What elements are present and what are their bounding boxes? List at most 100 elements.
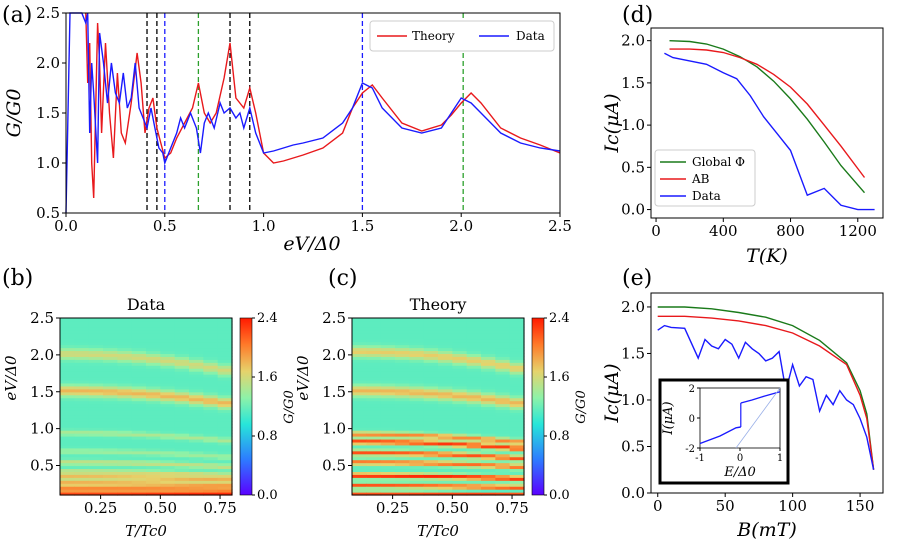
heatmap-cell — [117, 477, 133, 481]
x-tick-label: 0.50 — [436, 499, 469, 517]
heatmap-cell — [117, 368, 133, 372]
heatmap-cell — [103, 471, 118, 475]
heatmap-cell — [217, 391, 233, 396]
heatmap-cell — [380, 371, 396, 375]
heatmap-cell — [217, 397, 233, 402]
heatmap-cell — [131, 388, 147, 393]
heatmap-cell — [74, 430, 90, 434]
heatmap-cell — [409, 397, 425, 402]
heatmap-cell — [380, 465, 396, 470]
heatmap-cell — [88, 424, 104, 428]
heatmap-cell — [217, 329, 233, 334]
heatmap-cell — [60, 347, 75, 352]
heatmap-cell — [380, 379, 396, 384]
heatmap-cell — [103, 462, 118, 467]
heatmap-cell — [131, 403, 147, 408]
heatmap-cell — [380, 356, 396, 360]
heatmap-cell — [423, 489, 439, 493]
heatmap-cell — [146, 359, 161, 363]
heatmap-cell — [466, 326, 482, 331]
heatmap-cell — [146, 374, 161, 378]
heatmap-cell — [146, 379, 161, 384]
heatmap-cell — [74, 323, 90, 328]
heatmap-cell — [131, 326, 147, 331]
heatmap-cell — [438, 347, 453, 352]
heatmap-cell — [217, 447, 233, 452]
heatmap-cell — [74, 468, 90, 472]
heatmap-cell — [160, 450, 176, 455]
heatmap-cell — [423, 403, 439, 408]
heatmap-cell — [217, 400, 233, 405]
heatmap-cell — [217, 438, 233, 443]
heatmap-cell — [146, 368, 161, 372]
heatmap-cell — [203, 382, 219, 387]
heatmap-cell — [203, 489, 219, 493]
heatmap-cell — [452, 480, 468, 484]
heatmap-cell — [117, 338, 133, 343]
panel-b-title: Data — [127, 295, 166, 314]
heatmap-cell — [409, 465, 425, 470]
heatmap-cell — [217, 350, 233, 354]
heatmap-cell — [203, 418, 219, 422]
x-tick-label: 1.0 — [252, 217, 276, 235]
heatmap-cell — [103, 430, 118, 434]
heatmap-cell — [174, 371, 190, 375]
heatmap-cell — [466, 415, 482, 419]
heatmap-cell — [117, 388, 133, 393]
heatmap-cell — [88, 492, 104, 496]
heatmap-cell — [452, 344, 468, 349]
heatmap-cell — [117, 365, 133, 369]
heatmap-cell — [174, 441, 190, 446]
heatmap-cell — [174, 382, 190, 387]
heatmap-cell — [189, 424, 204, 428]
heatmap-cell — [88, 323, 104, 328]
heatmap-cell — [452, 371, 468, 375]
heatmap-cell — [452, 450, 468, 455]
heatmap-cell — [423, 433, 439, 437]
heatmap-cell — [189, 382, 204, 387]
heatmap-cell — [509, 335, 525, 340]
heatmap-cell — [395, 409, 410, 413]
heatmap-cell — [131, 382, 147, 387]
heatmap-cell — [117, 335, 133, 340]
heatmap-cell — [380, 459, 396, 464]
heatmap-cell — [174, 412, 190, 416]
heatmap-cell — [131, 362, 147, 366]
heatmap-cell — [366, 453, 382, 458]
heatmap-cell — [189, 421, 204, 425]
heatmap-cell — [88, 382, 104, 387]
heatmap-cell — [60, 483, 75, 487]
heatmap-cell — [352, 382, 367, 387]
heatmap-cell — [438, 489, 453, 493]
x-tick-label: 1.5 — [350, 217, 374, 235]
heatmap-cell — [203, 353, 219, 357]
heatmap-cell — [395, 394, 410, 399]
heatmap-cell — [395, 465, 410, 470]
heatmap-cell — [160, 365, 176, 369]
heatmap-cell — [438, 477, 453, 481]
heatmap-cell — [60, 371, 75, 375]
heatmap-cell — [380, 424, 396, 428]
heatmap-cell — [203, 462, 219, 467]
heatmap-cell — [189, 471, 204, 475]
heatmap-cell — [74, 368, 90, 372]
heatmap-cell — [217, 430, 233, 434]
x-tick-label: 50 — [716, 497, 735, 515]
heatmap-cell — [189, 486, 204, 490]
heatmap-cell — [174, 465, 190, 470]
heatmap-cell — [146, 347, 161, 352]
heatmap-cell — [131, 365, 147, 369]
heatmap-cell — [423, 438, 439, 443]
heatmap-cell — [509, 447, 525, 452]
heatmap-cell — [352, 450, 367, 455]
heatmap-cell — [103, 344, 118, 349]
heatmap-cell — [88, 347, 104, 352]
heatmap-cell — [466, 385, 482, 390]
heatmap-cell — [189, 368, 204, 372]
heatmap-cell — [423, 424, 439, 428]
heatmap-cell — [481, 338, 496, 343]
heatmap-cell — [352, 430, 367, 434]
heatmap-cell — [366, 409, 382, 413]
heatmap-cell — [146, 400, 161, 405]
